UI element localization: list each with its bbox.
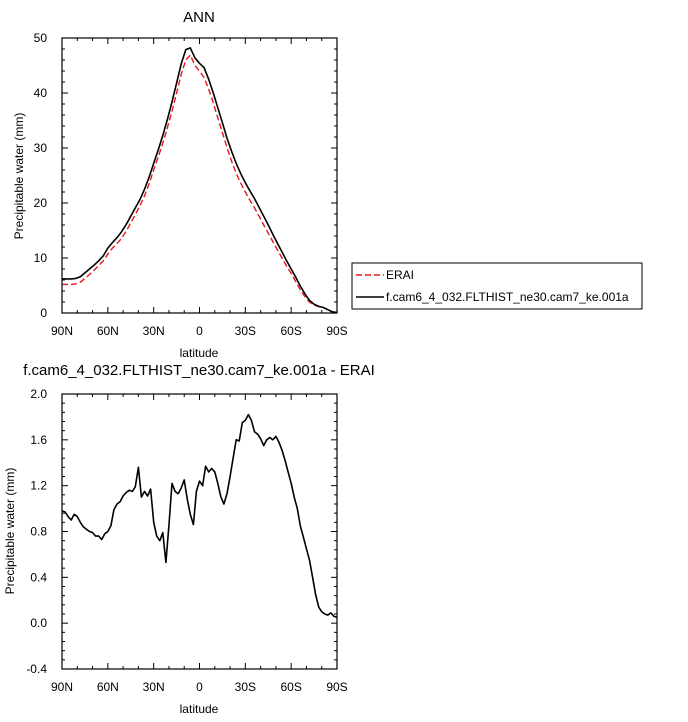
top-y-tick-label: 0 [40, 306, 47, 320]
top-y-tick-label: 20 [34, 196, 48, 210]
bottom-series-line-0 [61, 413, 338, 619]
bottom-series [61, 413, 338, 619]
bottom-y-axis-label: Precipitable water (mm) [3, 468, 17, 595]
legend-box [351, 262, 643, 310]
bottom-x-tick-label: 90S [326, 680, 347, 694]
top-x-tick-label: 30N [143, 324, 165, 338]
top-y-tick-label: 50 [34, 31, 48, 45]
top-plot-frame [61, 37, 338, 314]
top-x-tick-label: 90S [326, 324, 347, 338]
top-x-tick-label: 90N [51, 324, 73, 338]
bottom-plot-frame [61, 393, 338, 670]
bottom-x-tick-label: 30N [143, 680, 165, 694]
top-x-tick-label: 60S [280, 324, 301, 338]
bottom-x-tick-label: 60N [97, 680, 119, 694]
bottom-y-tick-label: 1.6 [30, 433, 47, 447]
legend-label-model: f.cam6_4_032.FLTHIST_ne30.cam7_ke.001a [386, 290, 629, 304]
bottom-y-tick-label: 1.2 [30, 479, 47, 493]
top-y-tick-label: 10 [34, 251, 48, 265]
top-x-tick-label: 0 [196, 324, 203, 338]
legend: ERAI f.cam6_4_032.FLTHIST_ne30.cam7_ke.0… [351, 262, 643, 310]
top-panel: ANN 90N 60N 30N 0 30S 60S 90S 0 10 20 30 40 50 latit… [12, 9, 348, 360]
bottom-y-tick-label: 2.0 [30, 387, 47, 401]
top-x-tick-label: 30S [235, 324, 256, 338]
top-ticks: 90N 60N 30N 0 30S 60S 90S 0 10 20 30 40 50 [34, 31, 348, 338]
bottom-x-axis-label: latitude [180, 702, 219, 716]
bottom-y-tick-label: 0.8 [30, 525, 47, 539]
bottom-x-tick-label: 60S [280, 680, 301, 694]
bottom-panel: f.cam6_4_032.FLTHIST_ne30.cam7_ke.001a -… [3, 362, 375, 716]
top-y-axis-label: Precipitable water (mm) [12, 113, 26, 240]
bottom-title: f.cam6_4_032.FLTHIST_ne30.cam7_ke.001a -… [23, 362, 375, 379]
top-y-tick-label: 40 [34, 86, 48, 100]
bottom-ticks: 90N 60N 30N 0 30S 60S 90S -0.4 0.0 0.4 0.8 1.2 1.6 2.… [26, 387, 347, 694]
bottom-y-tick-label: 0.4 [30, 570, 47, 584]
top-y-tick-label: 30 [34, 141, 48, 155]
top-title: ANN [183, 9, 215, 26]
bottom-x-tick-label: 30S [235, 680, 256, 694]
legend-label-erai: ERAI [386, 268, 414, 282]
bottom-x-tick-label: 90N [51, 680, 73, 694]
top-series-line-1 [62, 47, 338, 314]
top-x-tick-label: 60N [97, 324, 119, 338]
bottom-y-tick-label: -0.4 [26, 662, 47, 676]
bottom-y-tick-label: 0.0 [30, 616, 47, 630]
top-series-line-0 [62, 54, 338, 314]
bottom-x-tick-label: 0 [196, 680, 203, 694]
top-x-axis-label: latitude [180, 346, 219, 360]
top-series [62, 47, 338, 314]
